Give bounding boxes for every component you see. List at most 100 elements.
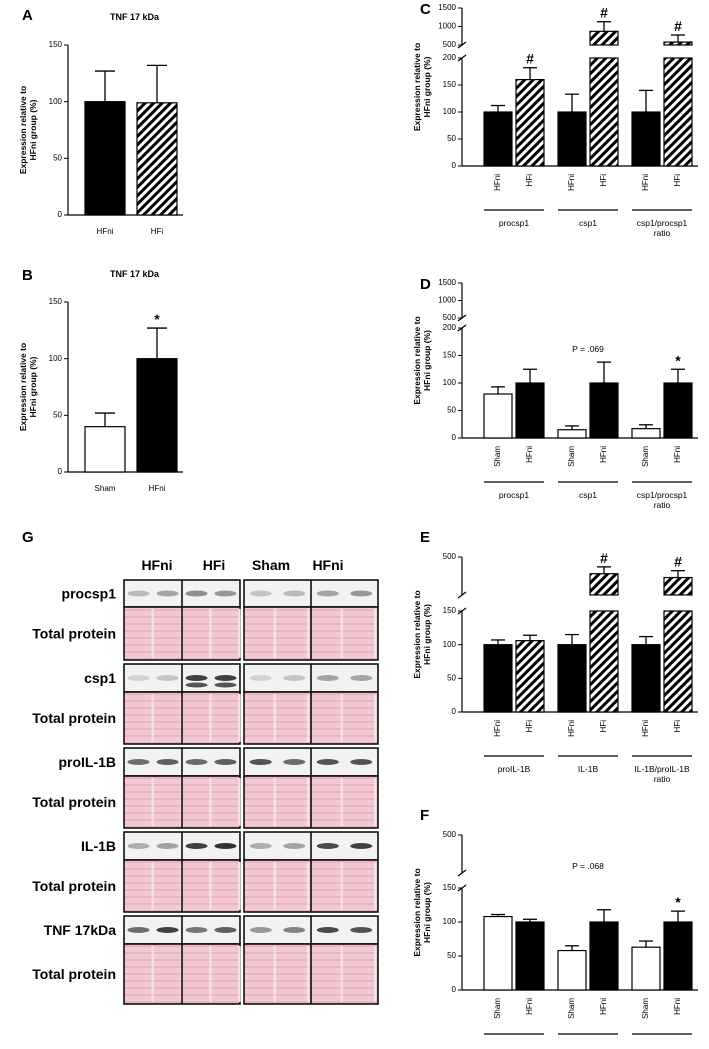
row-label: csp1 — [84, 670, 116, 686]
chart-title: TNF 17 kDa — [110, 12, 160, 22]
y-axis-label: Expression relative to — [412, 316, 422, 404]
x-tick-label: HFni — [567, 720, 576, 737]
x-tick-label: Sham — [641, 998, 650, 1019]
group-label: procsp1 — [499, 490, 530, 500]
bar — [663, 610, 693, 713]
panel-label: E — [420, 529, 430, 546]
band — [156, 927, 179, 933]
band — [185, 843, 208, 849]
band — [249, 759, 272, 765]
group-label: csp1 — [579, 218, 597, 228]
band — [214, 675, 237, 681]
y-tick-label: 1500 — [438, 278, 456, 287]
row-label: Total protein — [32, 966, 116, 982]
band — [249, 590, 272, 597]
band — [127, 843, 150, 849]
group-label: ratio — [654, 500, 671, 510]
band — [214, 590, 237, 597]
x-tick-label: Sham — [567, 446, 576, 467]
y-tick-label: 500 — [443, 40, 457, 49]
y-tick-label: 100 — [443, 378, 457, 387]
band — [283, 590, 306, 597]
y-tick-label: 1000 — [438, 296, 456, 305]
x-tick-label: HFni — [673, 446, 682, 463]
x-tick-label: HFni — [599, 446, 608, 463]
row-label: Total protein — [32, 794, 116, 810]
x-tick-label: HFni — [641, 720, 650, 737]
y-tick-label: 500 — [443, 552, 457, 561]
significance-mark: * — [675, 894, 681, 910]
x-tick-label: HFni — [525, 998, 534, 1015]
group-label: ratio — [654, 774, 671, 784]
x-tick-label: HFi — [151, 227, 164, 236]
bar — [631, 946, 661, 991]
band — [350, 759, 373, 765]
bar — [84, 426, 126, 473]
axis-break — [457, 324, 467, 332]
bar — [663, 921, 693, 991]
lane-header: HFni — [141, 557, 172, 573]
band — [156, 759, 179, 765]
significance-mark: # — [600, 5, 608, 21]
band — [214, 927, 237, 933]
x-tick-label: HFi — [673, 720, 682, 733]
panel-label: C — [420, 1, 431, 18]
y-tick-label: 500 — [443, 830, 457, 839]
band — [156, 590, 179, 597]
axis-break — [457, 869, 467, 877]
band — [185, 682, 208, 688]
y-tick-label: 0 — [452, 161, 457, 170]
x-tick-label: HFi — [673, 174, 682, 187]
x-tick-label: Sham — [641, 446, 650, 467]
y-tick-label: 50 — [53, 410, 62, 419]
bar-upper — [589, 30, 619, 46]
y-tick-label: 100 — [49, 97, 63, 106]
band — [214, 759, 237, 765]
band — [214, 843, 237, 849]
band — [283, 759, 306, 765]
y-axis-label: Expression relative to — [18, 86, 28, 174]
significance-mark: # — [526, 51, 534, 67]
bar-upper — [589, 573, 619, 596]
y-axis-label: Expression relative to — [412, 43, 422, 131]
y-axis-label: Expression relative to — [18, 343, 28, 431]
bar — [663, 382, 693, 439]
bar — [515, 921, 545, 991]
significance-mark: # — [600, 550, 608, 566]
axis-break — [457, 314, 467, 322]
row-label: proIL-1B — [58, 754, 116, 770]
band — [249, 843, 272, 849]
y-tick-label: 100 — [49, 354, 63, 363]
x-tick-label: HFni — [97, 227, 114, 236]
y-axis-label: HFni group (%) — [422, 56, 432, 117]
band — [156, 843, 179, 849]
y-tick-label: 150 — [443, 883, 457, 892]
bar — [589, 382, 619, 439]
band — [350, 590, 373, 597]
bar — [631, 644, 661, 713]
bar — [557, 429, 587, 439]
y-tick-label: 100 — [443, 640, 457, 649]
panel-label: D — [420, 276, 431, 293]
significance-mark: * — [675, 352, 681, 368]
row-label: IL-1B — [81, 838, 116, 854]
bar — [483, 915, 513, 991]
y-tick-label: 100 — [443, 917, 457, 926]
band — [127, 590, 150, 597]
bar — [515, 382, 545, 439]
significance-mark: # — [674, 554, 682, 570]
y-tick-label: 200 — [443, 323, 457, 332]
x-tick-label: HFni — [149, 484, 166, 493]
bar — [483, 111, 513, 167]
axis-break — [457, 607, 467, 615]
bar — [483, 644, 513, 713]
band — [185, 759, 208, 765]
y-tick-label: 0 — [452, 985, 457, 994]
group-label: csp1/procsp1 — [637, 218, 688, 228]
bar — [663, 57, 693, 167]
bar — [589, 57, 619, 167]
y-axis-label: Expression relative to — [412, 590, 422, 678]
y-tick-label: 1000 — [438, 22, 456, 31]
y-tick-label: 150 — [443, 80, 457, 89]
